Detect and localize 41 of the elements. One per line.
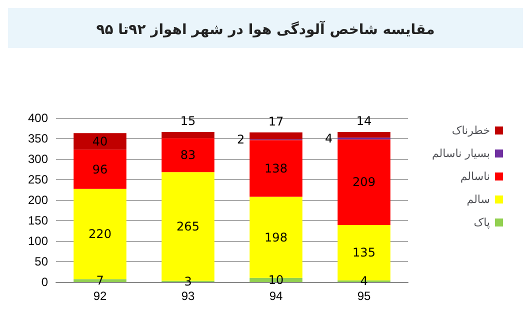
data-label: 220 [88, 227, 112, 242]
y-tick-label: 150 [28, 214, 48, 228]
x-tick-label: 95 [357, 289, 371, 303]
y-tick-label: 200 [28, 193, 48, 207]
chart-title: مقایسه شاخص آلودگی هوا در شهر اهواز ۹۲تا ۹۵ [96, 20, 435, 38]
bar [338, 139, 390, 226]
y-tick-label: 300 [28, 152, 48, 166]
y-tick-label: 250 [28, 172, 48, 186]
data-label: 83 [180, 148, 196, 162]
bar [74, 150, 126, 189]
y-tick-label: 100 [28, 234, 48, 248]
data-label: 14 [356, 114, 372, 128]
legend-label: سالم [466, 193, 490, 206]
data-label: 198 [264, 230, 288, 244]
bar [74, 133, 126, 150]
bar [250, 140, 302, 197]
x-tick-label: 94 [269, 289, 283, 303]
bar [338, 132, 390, 138]
x-tick-label: 93 [181, 289, 195, 303]
data-label: 138 [264, 161, 288, 176]
data-label: 15 [180, 114, 196, 128]
bar [250, 132, 302, 140]
bar [162, 138, 214, 172]
legend-label: بسیار ناسالم [432, 147, 490, 160]
y-tick-label: 350 [28, 132, 48, 146]
data-label: 40 [92, 134, 108, 148]
y-tick-label: 0 [41, 275, 48, 289]
data-label: 2 [236, 132, 245, 147]
legend-label: پاک [474, 216, 490, 229]
y-tick-label: 50 [34, 254, 48, 268]
data-label: 135 [352, 246, 376, 260]
legend-label: خطرناک [452, 124, 490, 137]
data-label: 209 [352, 175, 376, 190]
bar [162, 132, 214, 138]
y-tick-label: 400 [28, 111, 48, 125]
data-label: 96 [92, 162, 108, 176]
data-label: 4 [324, 132, 333, 146]
x-tick-label: 92 [93, 289, 107, 303]
data-label: 17 [268, 114, 284, 128]
data-label: 265 [176, 219, 200, 234]
legend-label: ناسالم [460, 170, 490, 183]
